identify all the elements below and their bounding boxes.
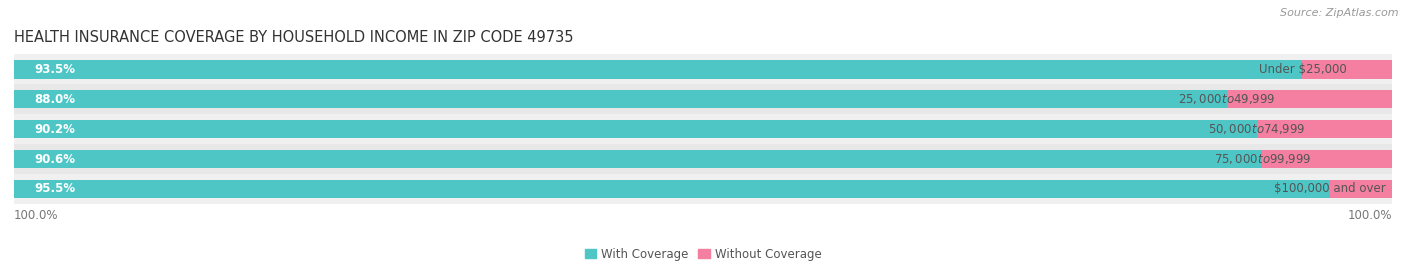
Bar [14, 180, 1330, 198]
Legend: With Coverage, Without Coverage: With Coverage, Without Coverage [579, 243, 827, 265]
Bar [1330, 180, 1392, 198]
Bar [14, 120, 1257, 138]
Bar [14, 144, 1392, 174]
Text: $25,000 to $49,999: $25,000 to $49,999 [1178, 92, 1275, 106]
Text: 95.5%: 95.5% [35, 182, 76, 195]
Text: $50,000 to $74,999: $50,000 to $74,999 [1208, 122, 1306, 136]
Bar [1263, 150, 1392, 168]
Text: 100.0%: 100.0% [1347, 209, 1392, 222]
Bar [14, 114, 1392, 144]
Text: 90.2%: 90.2% [35, 123, 76, 136]
Bar [1257, 120, 1392, 138]
Bar [14, 84, 1392, 114]
Text: 100.0%: 100.0% [14, 209, 59, 222]
Bar [1302, 60, 1392, 79]
Text: $75,000 to $99,999: $75,000 to $99,999 [1213, 152, 1312, 166]
Text: Under $25,000: Under $25,000 [1258, 63, 1347, 76]
Bar [14, 174, 1392, 204]
Bar [14, 60, 1302, 79]
Text: 90.6%: 90.6% [35, 153, 76, 165]
Text: 93.5%: 93.5% [35, 63, 76, 76]
Text: 88.0%: 88.0% [35, 93, 76, 106]
Bar [1226, 90, 1392, 108]
Text: Source: ZipAtlas.com: Source: ZipAtlas.com [1281, 8, 1399, 18]
Bar [14, 54, 1392, 84]
Text: $100,000 and over: $100,000 and over [1274, 182, 1386, 195]
Bar [14, 150, 1263, 168]
Text: HEALTH INSURANCE COVERAGE BY HOUSEHOLD INCOME IN ZIP CODE 49735: HEALTH INSURANCE COVERAGE BY HOUSEHOLD I… [14, 30, 574, 45]
Bar [14, 90, 1226, 108]
